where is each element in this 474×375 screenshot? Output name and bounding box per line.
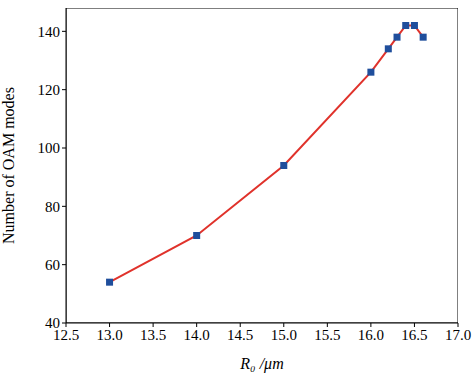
svg-text:14.5: 14.5 bbox=[227, 327, 253, 343]
svg-text:120: 120 bbox=[38, 82, 61, 98]
svg-text:13.5: 13.5 bbox=[140, 327, 166, 343]
svg-text:15.5: 15.5 bbox=[314, 327, 340, 343]
svg-text:12.5: 12.5 bbox=[52, 326, 80, 343]
svg-text:60: 60 bbox=[45, 257, 60, 273]
svg-text:14.0: 14.0 bbox=[184, 327, 210, 343]
svg-text:40: 40 bbox=[45, 315, 60, 331]
svg-text:13.0: 13.0 bbox=[96, 327, 122, 343]
svg-text:16.0: 16.0 bbox=[358, 327, 384, 343]
svg-text:16.5: 16.5 bbox=[401, 327, 427, 343]
svg-text:15.0: 15.0 bbox=[271, 327, 297, 343]
svg-text:17.0: 17.0 bbox=[445, 327, 471, 343]
svg-text:80: 80 bbox=[45, 199, 60, 215]
svg-text:R₀ /μm: R₀ /μm bbox=[239, 355, 283, 373]
svg-text:Number of OAM modes: Number of OAM modes bbox=[0, 87, 17, 244]
svg-text:100: 100 bbox=[38, 140, 61, 156]
svg-text:140: 140 bbox=[38, 24, 61, 40]
